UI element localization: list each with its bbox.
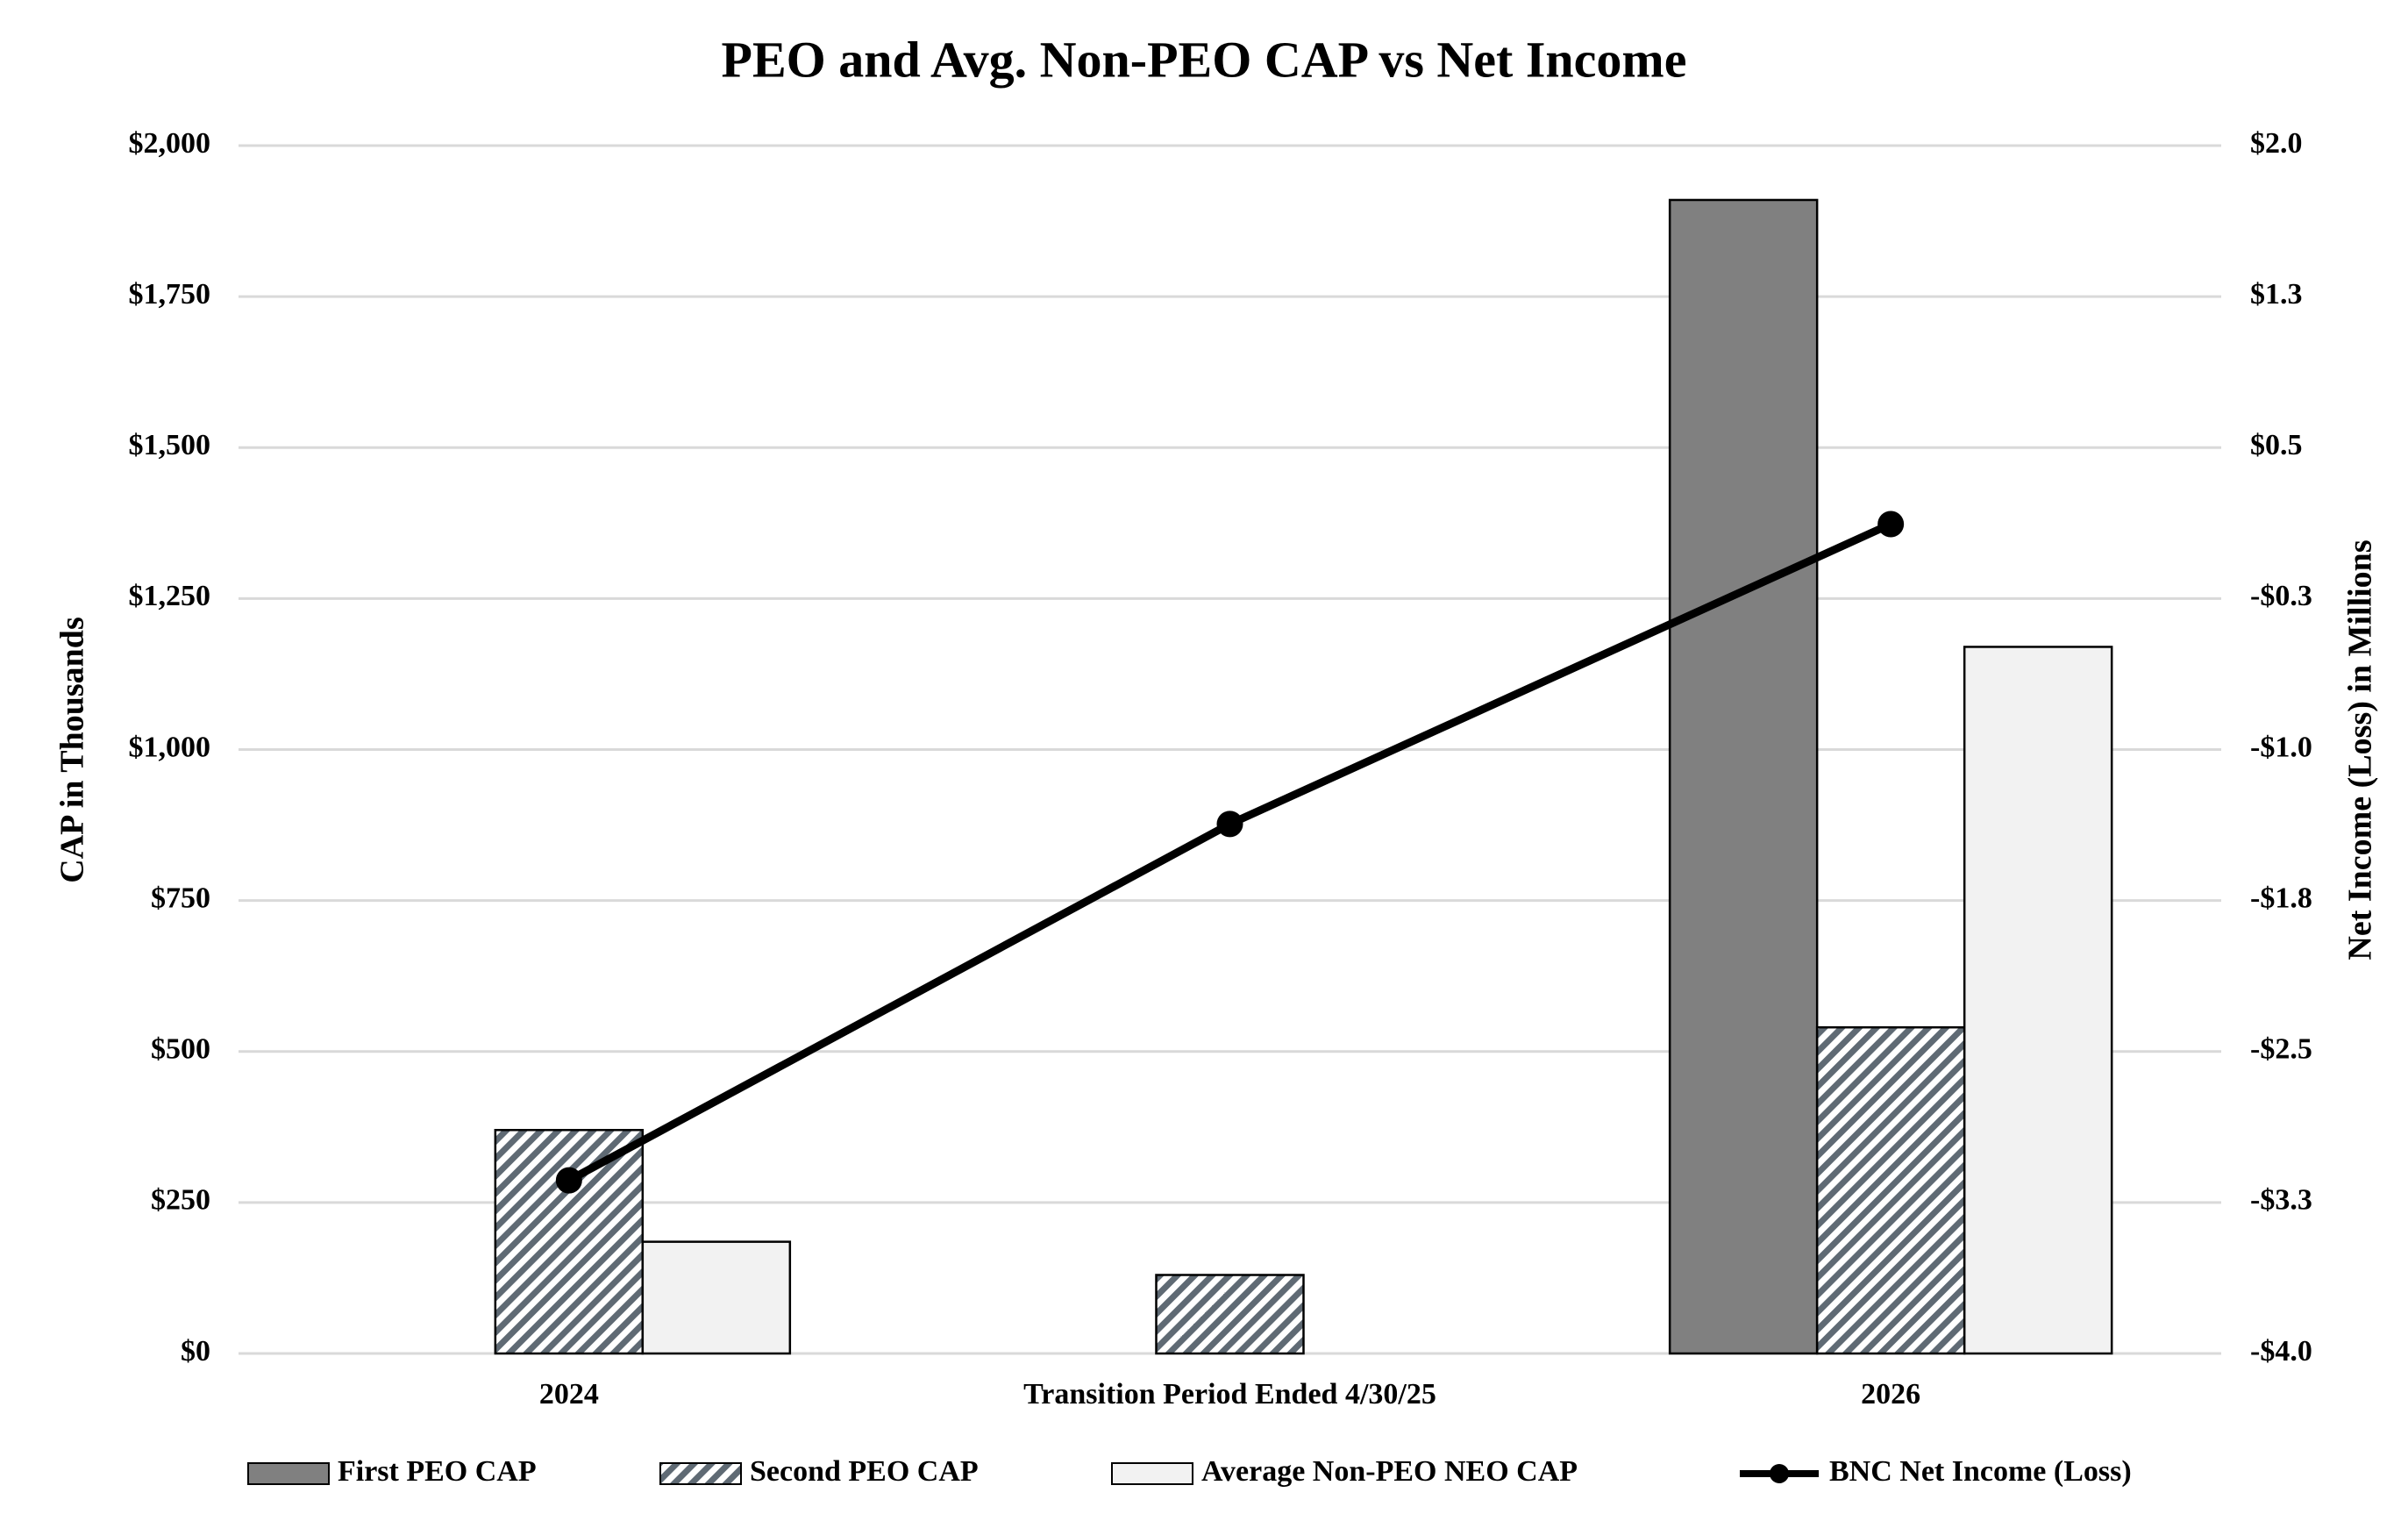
y2-tick-label: -$1.8	[2250, 882, 2312, 914]
bar	[1155, 1274, 1305, 1355]
chart-title: PEO and Avg. Non-PEO CAP vs Net Income	[722, 31, 1687, 88]
y2-tick-label: $0.5	[2250, 429, 2303, 461]
y-axis-title: CAP in Thousands	[54, 617, 91, 882]
x-tick-label: 2026	[1861, 1378, 1920, 1410]
bar	[1963, 646, 2113, 1355]
y2-tick-label: -$1.0	[2250, 731, 2312, 763]
y-tick-label: $2,000	[129, 127, 211, 160]
y-tick-label: $750	[151, 882, 210, 914]
bar	[494, 1129, 645, 1355]
y2-tick-label: $2.0	[2250, 127, 2303, 160]
y-tick-label: $1,250	[129, 580, 211, 612]
y-tick-label: $500	[151, 1033, 210, 1066]
y-tick-label: $1,000	[129, 731, 211, 763]
y-tick-label: $1,750	[129, 278, 211, 311]
bar	[641, 1240, 792, 1355]
y2-tick-label: -$3.3	[2250, 1184, 2312, 1217]
legend-swatch	[659, 1462, 742, 1485]
line-marker	[1877, 511, 1905, 538]
legend-label: Second PEO CAP	[750, 1455, 979, 1488]
bar	[1815, 1025, 1966, 1355]
y-tick-label: $250	[151, 1184, 210, 1217]
legend-swatch	[1111, 1462, 1193, 1485]
line-marker	[555, 1167, 582, 1194]
line-marker	[1216, 811, 1243, 838]
y2-tick-label: $1.3	[2250, 278, 2303, 311]
x-tick-label: Transition Period Ended 4/30/25	[1023, 1378, 1436, 1410]
y-tick-label: $0	[181, 1335, 210, 1368]
legend-label: First PEO CAP	[338, 1455, 537, 1488]
x-tick-label: 2024	[539, 1378, 599, 1410]
legend-label: BNC Net Income (Loss)	[1829, 1455, 2132, 1488]
y2-tick-label: -$4.0	[2250, 1335, 2312, 1368]
bar	[1668, 198, 1819, 1355]
y2-tick-label: -$2.5	[2250, 1033, 2312, 1066]
y-tick-label: $1,500	[129, 429, 211, 461]
legend-swatch	[1770, 1464, 1789, 1483]
y2-axis-title: Net Income (Loss) in Millions	[2342, 539, 2379, 960]
legend-swatch	[247, 1462, 330, 1485]
legend-label: Average Non-PEO NEO CAP	[1201, 1455, 1578, 1488]
y2-tick-label: -$0.3	[2250, 580, 2312, 612]
